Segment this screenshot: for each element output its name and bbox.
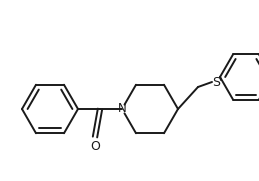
Text: N: N — [118, 102, 126, 115]
Text: S: S — [212, 75, 220, 89]
Text: O: O — [90, 140, 100, 153]
